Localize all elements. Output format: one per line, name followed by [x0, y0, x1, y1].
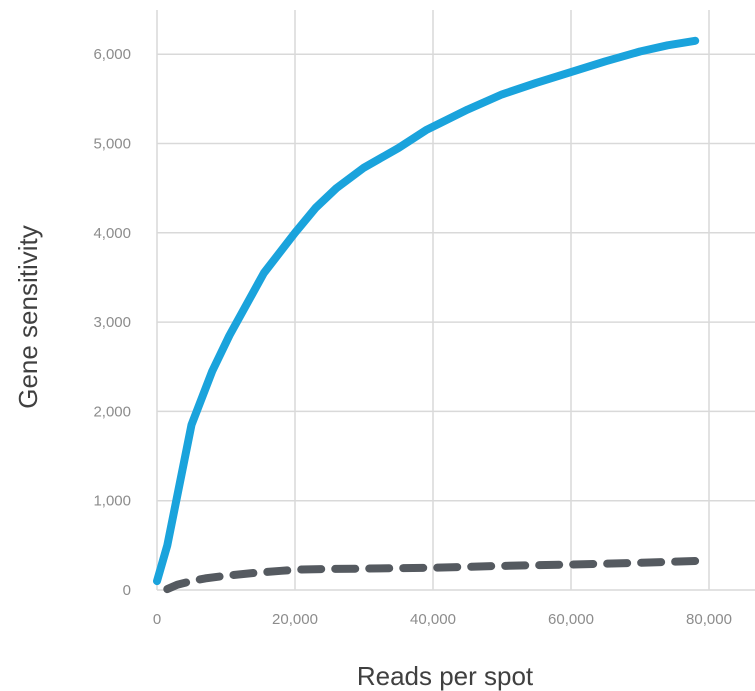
y-tick-label: 3,000 — [93, 314, 131, 331]
y-tick-label: 5,000 — [93, 136, 131, 153]
series-line-1 — [153, 36, 700, 586]
x-axis-ticks: 0 20,000 40,000 60,000 80,000 — [153, 611, 732, 628]
y-tick-label: 4,000 — [93, 225, 131, 242]
y-tick-label: 0 — [123, 582, 131, 599]
x-tick-label: 40,000 — [410, 611, 456, 628]
x-tick-label: 60,000 — [548, 611, 594, 628]
y-axis-title: Gene sensitivity — [13, 225, 43, 409]
series-line-2 — [163, 557, 700, 594]
y-axis-ticks: 0 1,000 2,000 3,000 4,000 5,000 6,000 — [93, 46, 131, 599]
gridlines — [156, 10, 755, 591]
x-tick-label: 0 — [153, 611, 161, 628]
y-tick-label: 1,000 — [93, 493, 131, 510]
x-tick-label: 20,000 — [272, 611, 318, 628]
y-tick-label: 6,000 — [93, 46, 131, 63]
x-axis-title: Reads per spot — [357, 661, 534, 691]
x-tick-label: 80,000 — [686, 611, 732, 628]
series-layer — [153, 36, 700, 594]
y-tick-label: 2,000 — [93, 403, 131, 420]
